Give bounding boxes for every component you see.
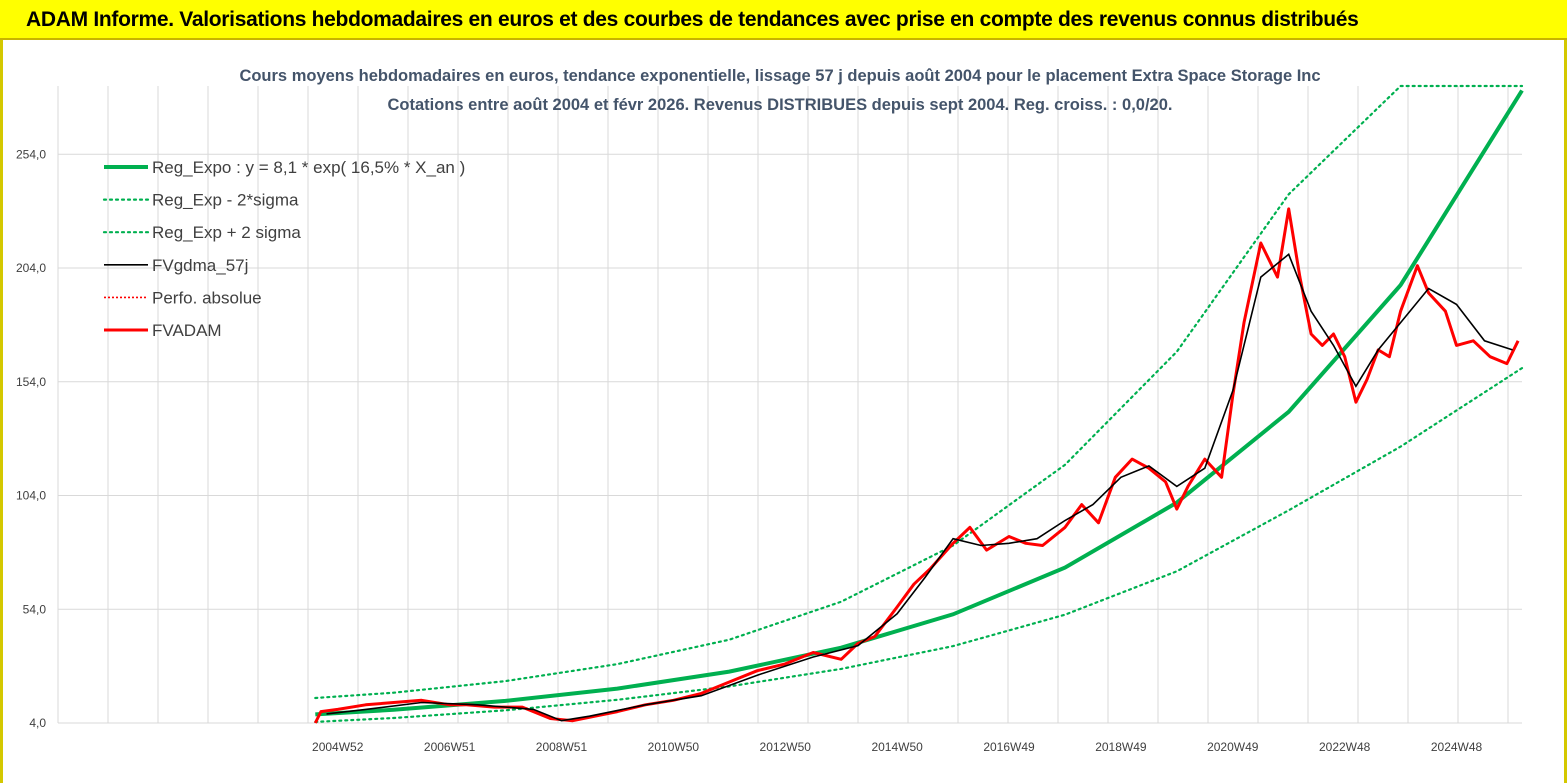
x-tick-label: 2004W52	[312, 740, 364, 754]
series-line-3	[326, 252, 1513, 722]
y-tick-label: 104,0	[16, 489, 46, 503]
x-tick-label: 2008W51	[536, 740, 588, 754]
y-tick-label: 4,0	[29, 716, 46, 730]
x-tick-label: 2006W51	[424, 740, 476, 754]
legend-label: Reg_Exp - 2*sigma	[152, 191, 299, 210]
chart-title-line-2: Cotations entre août 2004 et févr 2026. …	[388, 96, 1173, 114]
x-tick-label: 2022W48	[1319, 740, 1371, 754]
x-tick-label: 2020W49	[1207, 740, 1259, 754]
legend-label: Perfo. absolue	[152, 288, 262, 307]
legend-label: Reg_Expo : y = 8,1 * exp( 16,5% * X_an )	[152, 158, 465, 177]
chart-series	[313, 84, 1524, 724]
report-title: ADAM Informe. Valorisations hebdomadaire…	[26, 8, 1359, 31]
x-axis-ticks: 2004W52 2006W51 2008W51 2010W50 2012W50 2014W…	[312, 740, 1483, 754]
x-tick-label: 2014W50	[871, 740, 923, 754]
x-tick-label: 2018W49	[1095, 740, 1147, 754]
legend-label: Reg_Exp + 2 sigma	[152, 223, 301, 242]
x-tick-label: 2024W48	[1431, 740, 1483, 754]
chart-grid	[57, 86, 1522, 724]
y-tick-label: 204,0	[16, 261, 46, 275]
chart-legend: Reg_Expo : y = 8,1 * exp( 16,5% * X_an )…	[102, 158, 465, 340]
x-tick-label: 2010W50	[648, 740, 700, 754]
chart-title-line-1: Cours moyens hebdomadaires en euros, ten…	[239, 67, 1320, 85]
series-line-0	[315, 89, 1524, 717]
y-tick-label: 54,0	[23, 602, 47, 616]
y-axis-ticks: 4,0 54,0 104,0 154,0 204,0 254,0	[16, 147, 46, 730]
y-tick-label: 154,0	[16, 375, 46, 389]
chart-frame	[0, 40, 1567, 783]
x-tick-label: 2012W50	[760, 740, 812, 754]
y-tick-label: 254,0	[16, 147, 46, 161]
x-tick-label: 2016W49	[983, 740, 1035, 754]
series-line-1	[314, 367, 1524, 724]
legend-label: FVgdma_57j	[152, 256, 248, 275]
series-line-5	[313, 207, 1520, 724]
report-banner: ADAM Informe. Valorisations hebdomadaire…	[0, 0, 1567, 40]
legend-label: FVADAM	[152, 321, 222, 340]
series-line-2	[314, 84, 1524, 700]
